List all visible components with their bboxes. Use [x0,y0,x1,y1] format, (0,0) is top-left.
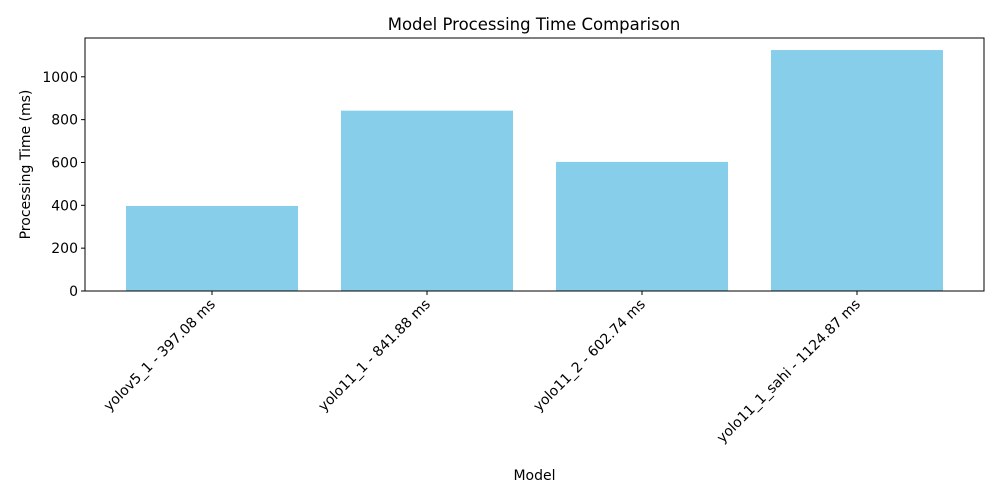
x-axis-label: Model [513,468,555,484]
x-tick-label: yolov5_1 - 397.08 ms [101,297,219,415]
y-tick-label: 200 [51,241,78,257]
y-tick-label: 400 [51,198,78,214]
x-tick-label: yolo11_2 - 602.74 ms [530,297,648,415]
bar-1 [126,205,298,291]
y-tick-label: 600 [51,155,78,171]
x-tick-label: yolo11_1_sahi - 1124.87 ms [714,297,864,447]
y-tick-label: 800 [51,113,78,129]
chart-title: Model Processing Time Comparison [388,15,681,34]
bar-3 [556,161,728,291]
x-axis: yolov5_1 - 397.08 ms yolo11_1 - 841.88 ms… [101,291,864,446]
bars-group [126,50,943,292]
bar-4 [771,50,943,292]
y-tick-label: 0 [69,284,78,300]
plot-frame [84,37,985,292]
bar-2 [341,110,513,291]
y-axis-label: Processing Time (ms) [18,90,34,240]
x-tick-label: yolo11_1 - 841.88 ms [315,297,433,415]
y-tick-label: 1000 [42,70,78,86]
y-axis: 0 200 400 600 800 1000 [42,70,85,300]
